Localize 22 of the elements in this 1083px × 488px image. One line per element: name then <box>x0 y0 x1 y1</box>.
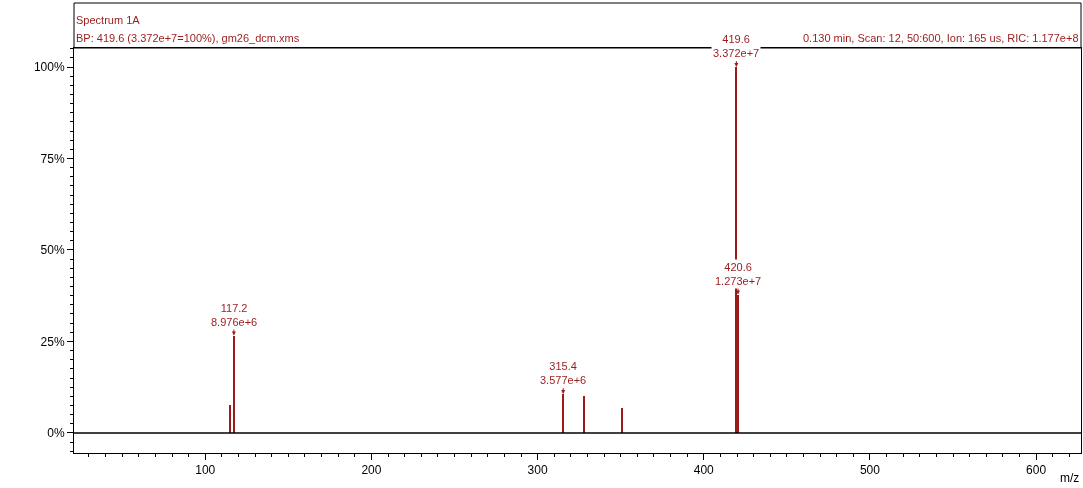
text: 0.130 min, Scan: 12, 50:600, Ion: 165 us, RIC: 1.177e+8 <box>803 32 1079 44</box>
chart-subtitle: BP: 419.6 (3.372e+7=100%), gm26_dcm.xms <box>76 32 300 44</box>
y-tick-label: 50% <box>40 243 65 258</box>
x-tick-label: 500 <box>859 463 881 478</box>
y-tick-label: 25% <box>40 334 65 349</box>
chart-title: Spectrum 1A <box>76 14 141 26</box>
x-tick-label: 300 <box>527 463 548 478</box>
bar <box>229 405 231 433</box>
y-tick-label: 75% <box>40 151 65 166</box>
bar <box>621 408 623 433</box>
x-tick-label: 100 <box>195 463 216 478</box>
x-tick-label: 600 <box>1026 463 1047 478</box>
annotation: 419.6 3.372e+7 <box>713 33 760 60</box>
annotation: 420.6 1.273e+7 <box>715 261 762 288</box>
x-tick-label: 400 <box>693 463 715 478</box>
y-tick-label: 100% <box>33 60 65 75</box>
x-axis-title: m/z <box>1060 471 1080 485</box>
y-tick-label: 0% <box>47 426 65 441</box>
bar <box>583 396 585 433</box>
x-tick-label: 200 <box>361 463 382 478</box>
annotation: 117.2 8.976e+6 <box>211 302 258 329</box>
annotation: 315.4 3.577e+6 <box>540 360 587 387</box>
